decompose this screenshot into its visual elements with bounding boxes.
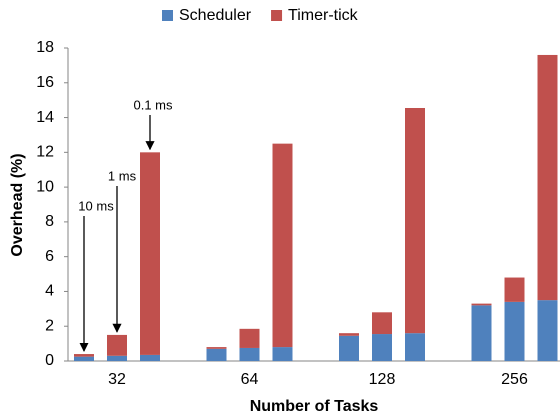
x-tick-label: 128	[369, 371, 396, 388]
bar-segment	[239, 328, 260, 348]
bar-segment	[471, 305, 492, 361]
y-tick-label: 10	[36, 178, 54, 195]
legend-swatch	[271, 10, 283, 21]
bar-segment	[405, 107, 425, 334]
y-axis-title: Overhead (%)	[9, 153, 26, 256]
x-axis-title: Number of Tasks	[250, 398, 379, 415]
bar-segment	[339, 335, 359, 361]
bar-segment	[140, 152, 160, 355]
legend-swatch	[162, 10, 173, 21]
annotation: 10 ms	[78, 198, 114, 213]
bar-segment	[272, 143, 293, 348]
bar-segment	[107, 355, 127, 361]
x-tick-label: 64	[241, 371, 259, 388]
annotation: 0.1 ms	[133, 97, 173, 112]
y-tick-label: 0	[45, 352, 54, 369]
bar-segment	[74, 356, 94, 361]
bar-segment	[239, 347, 260, 361]
bar-segment	[504, 301, 525, 361]
legend-label: Scheduler	[179, 7, 252, 24]
y-tick-label: 6	[45, 248, 54, 265]
bar-segment	[74, 354, 94, 357]
bar-segment	[206, 347, 227, 349]
y-tick-label: 14	[36, 109, 54, 126]
legend-label: Timer-tick	[288, 7, 359, 24]
bar-segment	[471, 303, 492, 306]
bar-segment	[372, 334, 392, 361]
y-tick-label: 8	[45, 213, 54, 230]
y-tick-label: 2	[45, 317, 54, 334]
bar-segment	[405, 333, 425, 361]
bar-segment	[206, 348, 227, 361]
bar-segment	[537, 54, 558, 301]
y-tick-label: 18	[36, 39, 54, 56]
bar-segment	[107, 334, 127, 356]
bar-segment	[339, 333, 359, 336]
y-tick-label: 4	[45, 283, 54, 300]
x-tick-label: 32	[108, 371, 126, 388]
y-tick-label: 16	[36, 74, 54, 91]
bar-segment	[537, 300, 558, 361]
bar-segment	[372, 312, 392, 335]
bar-segment	[140, 354, 160, 361]
x-tick-label: 256	[501, 371, 528, 388]
bar-segment	[272, 347, 293, 361]
y-tick-label: 12	[36, 144, 54, 161]
bar-segment	[504, 277, 525, 302]
annotation: 1 ms	[108, 168, 137, 183]
